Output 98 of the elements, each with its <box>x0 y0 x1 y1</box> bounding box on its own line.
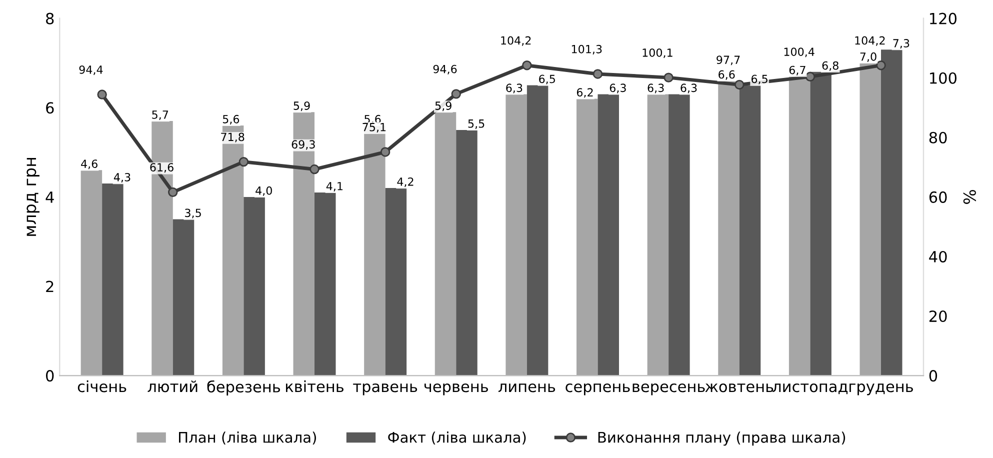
data-label: 5,7 <box>152 110 168 120</box>
y-tick-label: 2 <box>46 280 54 292</box>
data-label: 6,3 <box>506 84 522 94</box>
x-tick-label: травень <box>353 383 418 396</box>
data-label: 4,2 <box>397 177 414 187</box>
data-label: 5,5 <box>468 120 484 129</box>
data-label: 6,2 <box>576 88 593 98</box>
data-label: 4,6 <box>81 160 98 170</box>
point <box>876 60 886 70</box>
bar <box>668 94 690 376</box>
y2-tick-label: 20 <box>929 310 947 322</box>
y-tick-label: 6 <box>46 102 54 114</box>
bar <box>506 94 527 376</box>
data-label: 6,7 <box>789 66 806 76</box>
data-label: 101,3 <box>572 44 602 54</box>
data-label: 100,4 <box>784 48 814 58</box>
bar <box>598 94 619 376</box>
x-tick-label: червень <box>424 383 488 396</box>
y2-tick-label: 100 <box>930 72 956 84</box>
data-label: 100,1 <box>642 48 672 58</box>
point <box>664 72 674 82</box>
data-label: 6,3 <box>610 84 626 94</box>
data-label: 104,2 <box>501 36 531 46</box>
bar <box>385 188 407 376</box>
data-label: 4,0 <box>256 186 272 196</box>
bar <box>434 112 456 376</box>
x-tick-label: липень <box>498 383 556 392</box>
bar <box>718 80 740 376</box>
data-label: 5,6 <box>364 114 381 124</box>
y2-tick-label: 40 <box>929 250 947 262</box>
y2-axis-title: % <box>963 190 976 204</box>
data-label: 6,5 <box>752 74 768 84</box>
bar <box>80 170 102 376</box>
point <box>310 164 320 174</box>
point <box>380 147 390 157</box>
y-tick-label: 8 <box>46 12 54 24</box>
data-label: 6,3 <box>648 84 664 94</box>
x-tick-label: лютий <box>148 380 198 392</box>
bar <box>881 50 902 376</box>
x-tick-label: серпень <box>566 383 630 396</box>
legend-label: Виконання плану (права шкала) <box>598 432 846 446</box>
data-label: 61,6 <box>150 163 174 173</box>
point <box>451 89 461 99</box>
bar <box>293 112 315 376</box>
point <box>97 90 107 100</box>
x-tick-label: квітень <box>286 380 344 392</box>
data-label: 7,3 <box>893 39 910 49</box>
y-axis-title: млрд грн <box>26 158 40 236</box>
bar <box>222 125 244 376</box>
x-tick-label: жовтень <box>705 383 774 392</box>
bar <box>647 94 669 376</box>
bar <box>860 62 882 376</box>
point <box>238 156 249 167</box>
data-label: 94,6 <box>433 64 457 74</box>
point <box>734 80 744 90</box>
data-label: 97,7 <box>716 56 740 66</box>
bar <box>102 184 124 376</box>
point <box>522 60 532 70</box>
y2-tick-label: 0 <box>929 370 938 382</box>
data-label: 5,9 <box>435 102 452 112</box>
data-label: 4,1 <box>326 182 342 192</box>
legend-label: План (ліва шкала) <box>179 432 316 445</box>
data-label: 4,3 <box>114 172 130 183</box>
y-tick-label: 0 <box>46 370 54 382</box>
x-tick-label: листопад <box>772 383 848 394</box>
bar <box>152 121 173 376</box>
legend-label: Факт (ліва шкала) <box>388 432 526 445</box>
bar <box>526 85 548 376</box>
y-tick-label: 4 <box>46 192 54 203</box>
data-label: 104,2 <box>855 36 885 46</box>
data-label: 6,8 <box>822 61 838 71</box>
bar <box>810 72 832 376</box>
data-label: 75,1 <box>362 123 386 132</box>
data-label: 3,5 <box>185 208 201 218</box>
y2-tick-label: 60 <box>929 191 947 203</box>
x-tick-label: грудень <box>850 383 913 396</box>
bar <box>456 130 478 376</box>
data-label: 5,6 <box>222 114 240 124</box>
point <box>168 187 178 198</box>
bar <box>244 196 265 376</box>
y2-tick-label: 120 <box>930 12 956 24</box>
data-label: 6,5 <box>539 74 555 84</box>
x-tick-label: березень <box>207 380 280 396</box>
data-label: 5,9 <box>294 102 310 112</box>
bar <box>172 219 194 376</box>
point <box>805 72 816 82</box>
data-label: 7,0 <box>860 52 876 62</box>
bar <box>576 98 598 376</box>
data-label: 71,8 <box>221 132 244 142</box>
data-label: 6,3 <box>680 84 697 94</box>
data-label: 94,4 <box>79 65 103 75</box>
data-label: 6,6 <box>718 70 735 80</box>
bar <box>314 192 336 376</box>
x-tick-label: вересень <box>632 383 705 396</box>
point <box>592 69 603 79</box>
y2-tick-label: 80 <box>929 132 947 144</box>
x-tick-label: січень <box>78 380 126 392</box>
data-label: 69,3 <box>292 140 315 150</box>
